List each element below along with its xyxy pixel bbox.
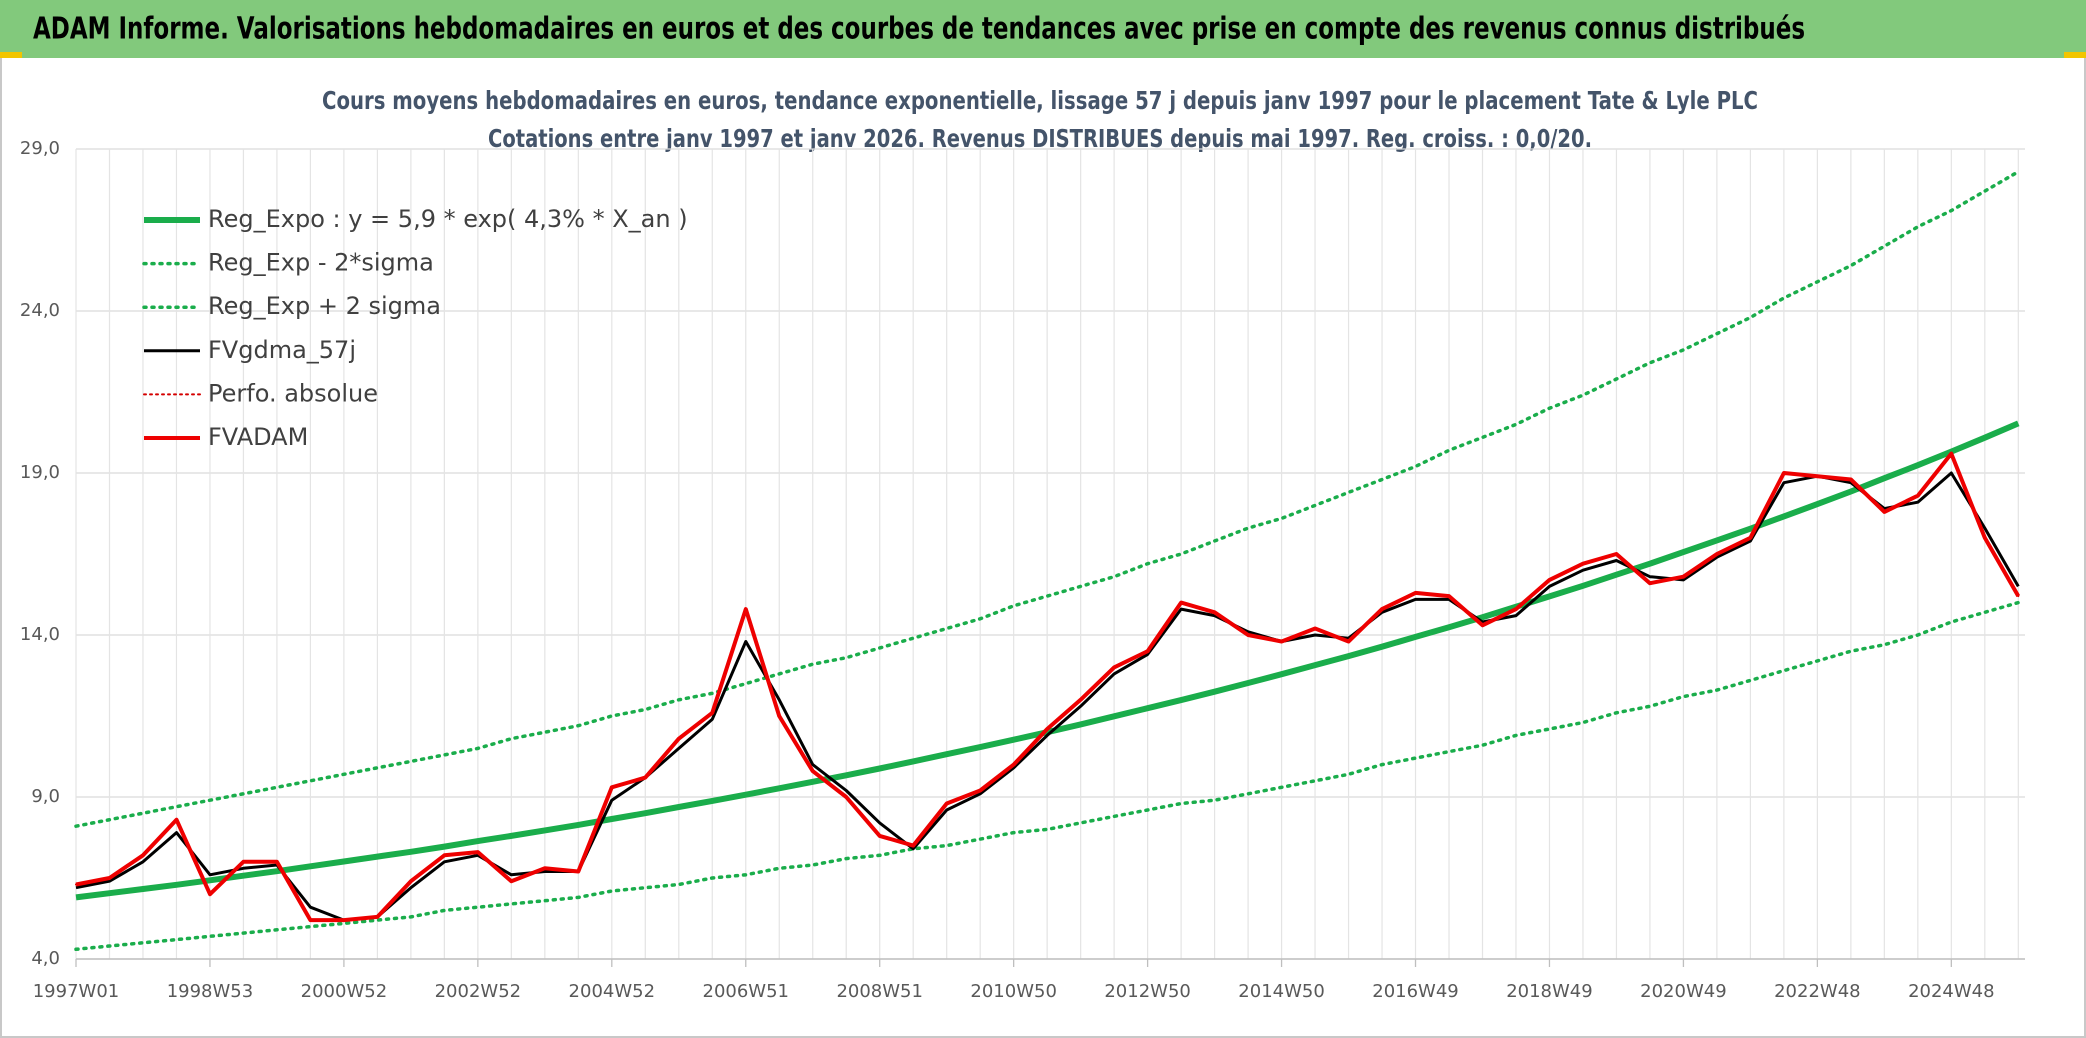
y-tick-label: 4,0 — [31, 948, 60, 969]
x-tick-label: 2016W49 — [1372, 981, 1459, 1002]
x-tick-label: 2004W52 — [569, 981, 656, 1002]
series-line — [75, 471, 2020, 922]
series-line — [74, 169, 2021, 828]
legend-label: Reg_Exp - 2*sigma — [208, 249, 434, 277]
legend-label: FVADAM — [208, 423, 308, 451]
x-tick-label: 2006W51 — [703, 981, 790, 1002]
x-tick-label: 2000W52 — [301, 981, 388, 1002]
corner — [0, 52, 22, 58]
series-line — [75, 420, 2020, 901]
banner — [0, 0, 2086, 58]
series-line — [75, 451, 2021, 923]
legend-label: Perfo. absolue — [208, 379, 378, 407]
x-tick-label: 2014W50 — [1238, 981, 1325, 1002]
legend-label: FVgdma_57j — [208, 336, 356, 364]
y-tick-label: 9,0 — [31, 786, 60, 807]
series-line — [74, 600, 2021, 952]
chart-subtitle: Cotations entre janv 1997 et janv 2026. … — [488, 124, 1592, 153]
y-tick-label: 24,0 — [20, 300, 60, 321]
chart-title: Cours moyens hebdomadaires en euros, ten… — [322, 86, 1758, 115]
legend-label: Reg_Exp + 2 sigma — [208, 292, 441, 320]
x-tick-label: 1998W53 — [167, 981, 254, 1002]
y-tick-label: 19,0 — [20, 462, 60, 483]
corner — [2064, 52, 2086, 58]
x-tick-label: 2020W49 — [1640, 981, 1727, 1002]
x-tick-label: 2024W48 — [1908, 981, 1995, 1002]
x-tick-label: 2022W48 — [1774, 981, 1861, 1002]
x-tick-label: 1997W01 — [33, 981, 120, 1002]
legend-label: Reg_Expo : y = 5,9 * exp( 4,3% * X_an ) — [208, 205, 688, 233]
x-tick-label: 2002W52 — [435, 981, 522, 1002]
y-tick-label: 29,0 — [20, 138, 60, 159]
x-tick-label: 2012W50 — [1104, 981, 1191, 1002]
banner-title: ADAM Informe. Valorisations hebdomadaire… — [33, 12, 1805, 47]
x-tick-label: 2010W50 — [970, 981, 1057, 1002]
x-tick-label: 2018W49 — [1506, 981, 1593, 1002]
y-tick-label: 14,0 — [20, 624, 60, 645]
x-tick-label: 2008W51 — [836, 981, 923, 1002]
